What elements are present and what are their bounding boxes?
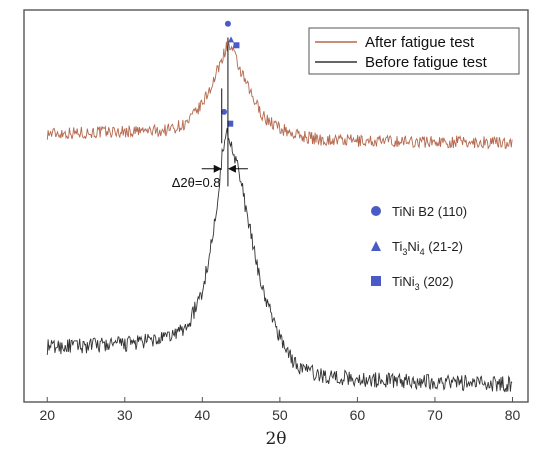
x-tick-label-80: 80	[505, 407, 521, 423]
peak-marker-layer	[221, 20, 240, 127]
x-axis-ticks: 20 30 40 50 60 70 80	[39, 397, 520, 423]
plot-frame	[23, 9, 529, 403]
phase-label-1: Ti3Ni4 (21-2)	[392, 239, 463, 257]
phase-symbol-circle	[371, 206, 381, 216]
series-line-after-fatigue	[46, 41, 513, 150]
phase-symbol-square	[371, 276, 381, 286]
series-line-before-fatigue	[46, 127, 513, 393]
legend-entry-0: After fatigue test	[365, 34, 475, 51]
phase-label-0: TiNi B2 (110)	[392, 204, 467, 219]
x-tick-label-70: 70	[427, 407, 443, 423]
x-axis-label: 2θ	[265, 429, 286, 449]
x-tick-label-30: 30	[117, 407, 133, 423]
series-layer	[46, 41, 513, 393]
phase-symbol-triangle	[371, 241, 381, 251]
phase-legend: TiNi B2 (110) Ti3Ni4 (21-2) TiNi3 (202)	[371, 204, 467, 292]
peak-marker-circle-3	[221, 108, 228, 115]
peak-marker-circle-0	[224, 20, 231, 27]
x-tick-label-20: 20	[39, 407, 55, 423]
peak-marker-triangle-1	[228, 36, 235, 43]
delta-annotation: Δ2θ=0.8	[172, 175, 221, 190]
x-tick-label-50: 50	[272, 407, 288, 423]
legend-box	[308, 27, 520, 75]
legend: After fatigue test Before fatigue test	[308, 27, 520, 75]
legend-entry-1: Before fatigue test	[365, 54, 488, 71]
x-tick-label-40: 40	[195, 407, 211, 423]
x-tick-label-60: 60	[350, 407, 366, 423]
peak-marker-square-2	[233, 42, 240, 49]
annotation-layer: Δ2θ=0.8	[172, 37, 248, 190]
phase-label-2: TiNi3 (202)	[392, 274, 454, 292]
peak-marker-square-4	[227, 120, 234, 127]
